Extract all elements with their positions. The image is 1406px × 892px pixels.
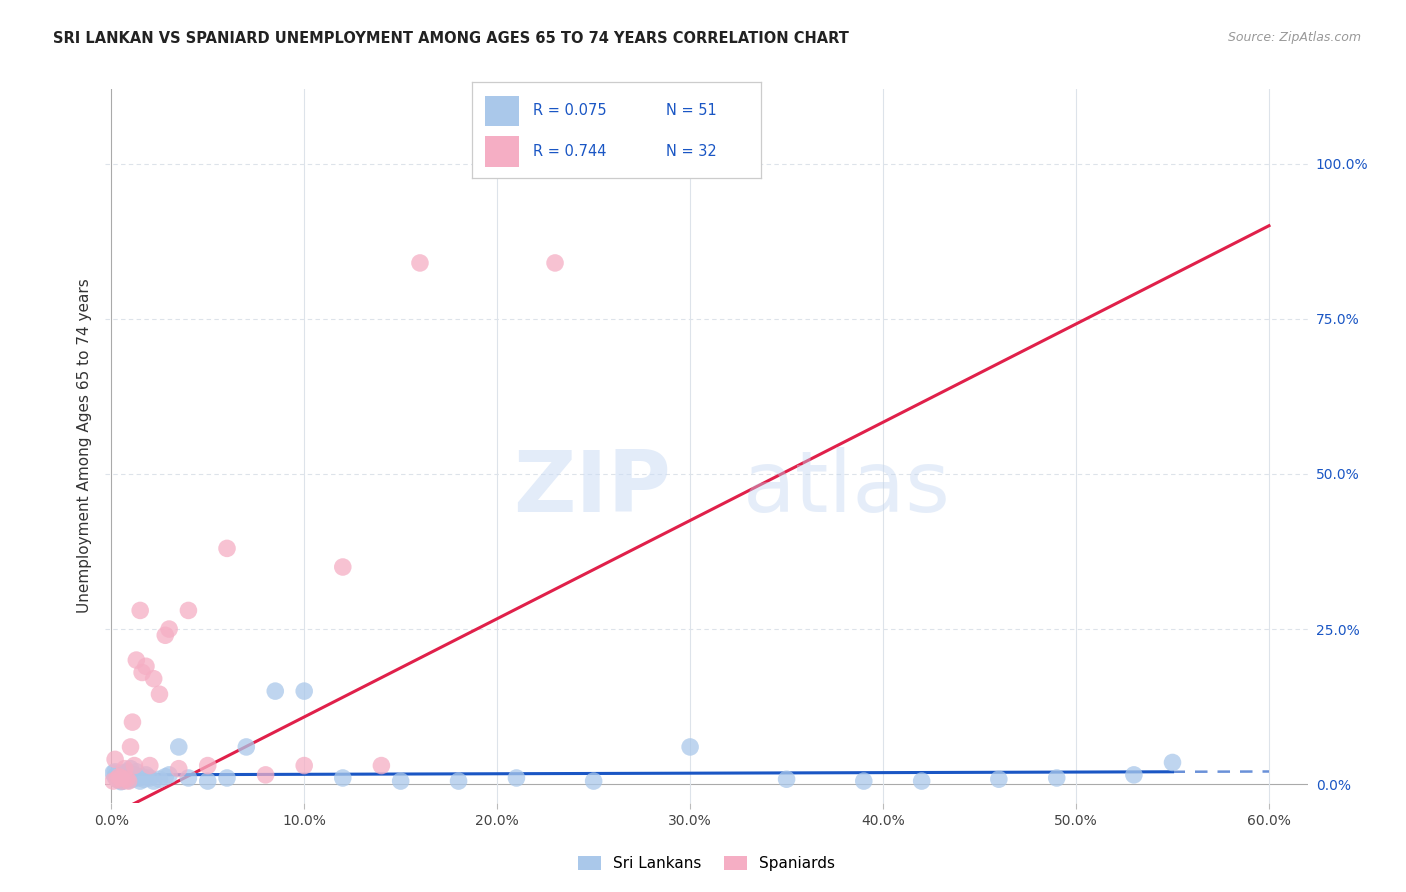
Point (332, 771, 354, 785)
FancyBboxPatch shape (485, 95, 519, 127)
Point (135, 659, 157, 673)
Point (131, 665, 153, 680)
Point (125, 653, 148, 667)
Text: atlas: atlas (742, 447, 950, 531)
Point (108, 773, 131, 788)
Point (124, 758, 146, 772)
Text: N = 32: N = 32 (665, 144, 716, 159)
Point (486, 156, 509, 170)
Point (409, 256, 432, 270)
Point (111, 766, 134, 780)
Point (544, 256, 567, 270)
Point (582, 774, 605, 789)
Point (292, 758, 315, 772)
Point (105, 772, 128, 787)
Point (115, 764, 138, 779)
Point (120, 762, 142, 776)
Point (148, 687, 170, 701)
Text: R = 0.075: R = 0.075 (533, 103, 606, 119)
Point (115, 771, 138, 785)
Point (292, 684, 315, 698)
Point (117, 773, 139, 788)
Point (142, 672, 165, 686)
Legend: Sri Lankans, Spaniards: Sri Lankans, Spaniards (572, 849, 841, 877)
Point (114, 762, 136, 776)
Point (852, 774, 875, 789)
Point (215, 541, 238, 556)
Point (104, 770, 127, 784)
Text: Source: ZipAtlas.com: Source: ZipAtlas.com (1227, 31, 1361, 45)
FancyBboxPatch shape (485, 136, 519, 167)
Point (389, 774, 412, 789)
Point (110, 770, 132, 784)
Point (1122, 768, 1144, 782)
Point (127, 771, 149, 785)
Point (101, 774, 124, 789)
Point (679, 739, 702, 754)
Point (155, 770, 177, 784)
Point (108, 770, 131, 784)
Point (370, 758, 392, 772)
Point (111, 774, 134, 789)
Point (177, 771, 200, 785)
Point (125, 764, 148, 779)
Point (148, 772, 170, 787)
Point (101, 766, 124, 780)
Point (1046, 771, 1069, 785)
Point (114, 768, 136, 782)
Y-axis label: Unemployment Among Ages 65 to 74 years: Unemployment Among Ages 65 to 74 years (76, 278, 91, 614)
Point (235, 739, 257, 754)
Point (197, 758, 219, 772)
Point (115, 772, 138, 787)
Point (1161, 756, 1184, 770)
Point (120, 739, 142, 754)
Point (117, 774, 139, 789)
Point (139, 771, 162, 785)
Point (197, 774, 219, 789)
Point (110, 771, 132, 785)
Point (155, 628, 177, 642)
Point (108, 771, 131, 785)
Point (104, 764, 127, 779)
Point (215, 771, 238, 785)
Text: N = 51: N = 51 (665, 103, 716, 119)
Point (131, 770, 153, 784)
Point (135, 768, 157, 782)
Point (447, 774, 470, 789)
Point (167, 739, 190, 754)
Point (254, 768, 277, 782)
Point (120, 771, 142, 785)
Point (987, 772, 1010, 787)
Point (105, 768, 128, 782)
Point (129, 774, 152, 789)
Point (104, 752, 127, 766)
Point (142, 774, 165, 789)
Text: R = 0.744: R = 0.744 (533, 144, 606, 159)
Point (911, 774, 934, 789)
Point (121, 715, 143, 730)
Point (111, 774, 134, 789)
Point (139, 758, 162, 772)
Point (124, 768, 146, 782)
Point (132, 772, 155, 787)
Point (105, 772, 128, 787)
Point (129, 603, 152, 617)
Point (157, 622, 180, 636)
Point (167, 762, 190, 776)
Text: ZIP: ZIP (513, 447, 671, 531)
Point (177, 603, 200, 617)
Point (121, 772, 143, 787)
Point (157, 768, 180, 782)
Text: SRI LANKAN VS SPANIARD UNEMPLOYMENT AMONG AGES 65 TO 74 YEARS CORRELATION CHART: SRI LANKAN VS SPANIARD UNEMPLOYMENT AMON… (53, 31, 849, 46)
Point (332, 560, 354, 574)
Point (505, 771, 527, 785)
Point (114, 772, 136, 787)
Point (775, 772, 797, 787)
Point (110, 774, 132, 789)
Point (264, 684, 287, 698)
